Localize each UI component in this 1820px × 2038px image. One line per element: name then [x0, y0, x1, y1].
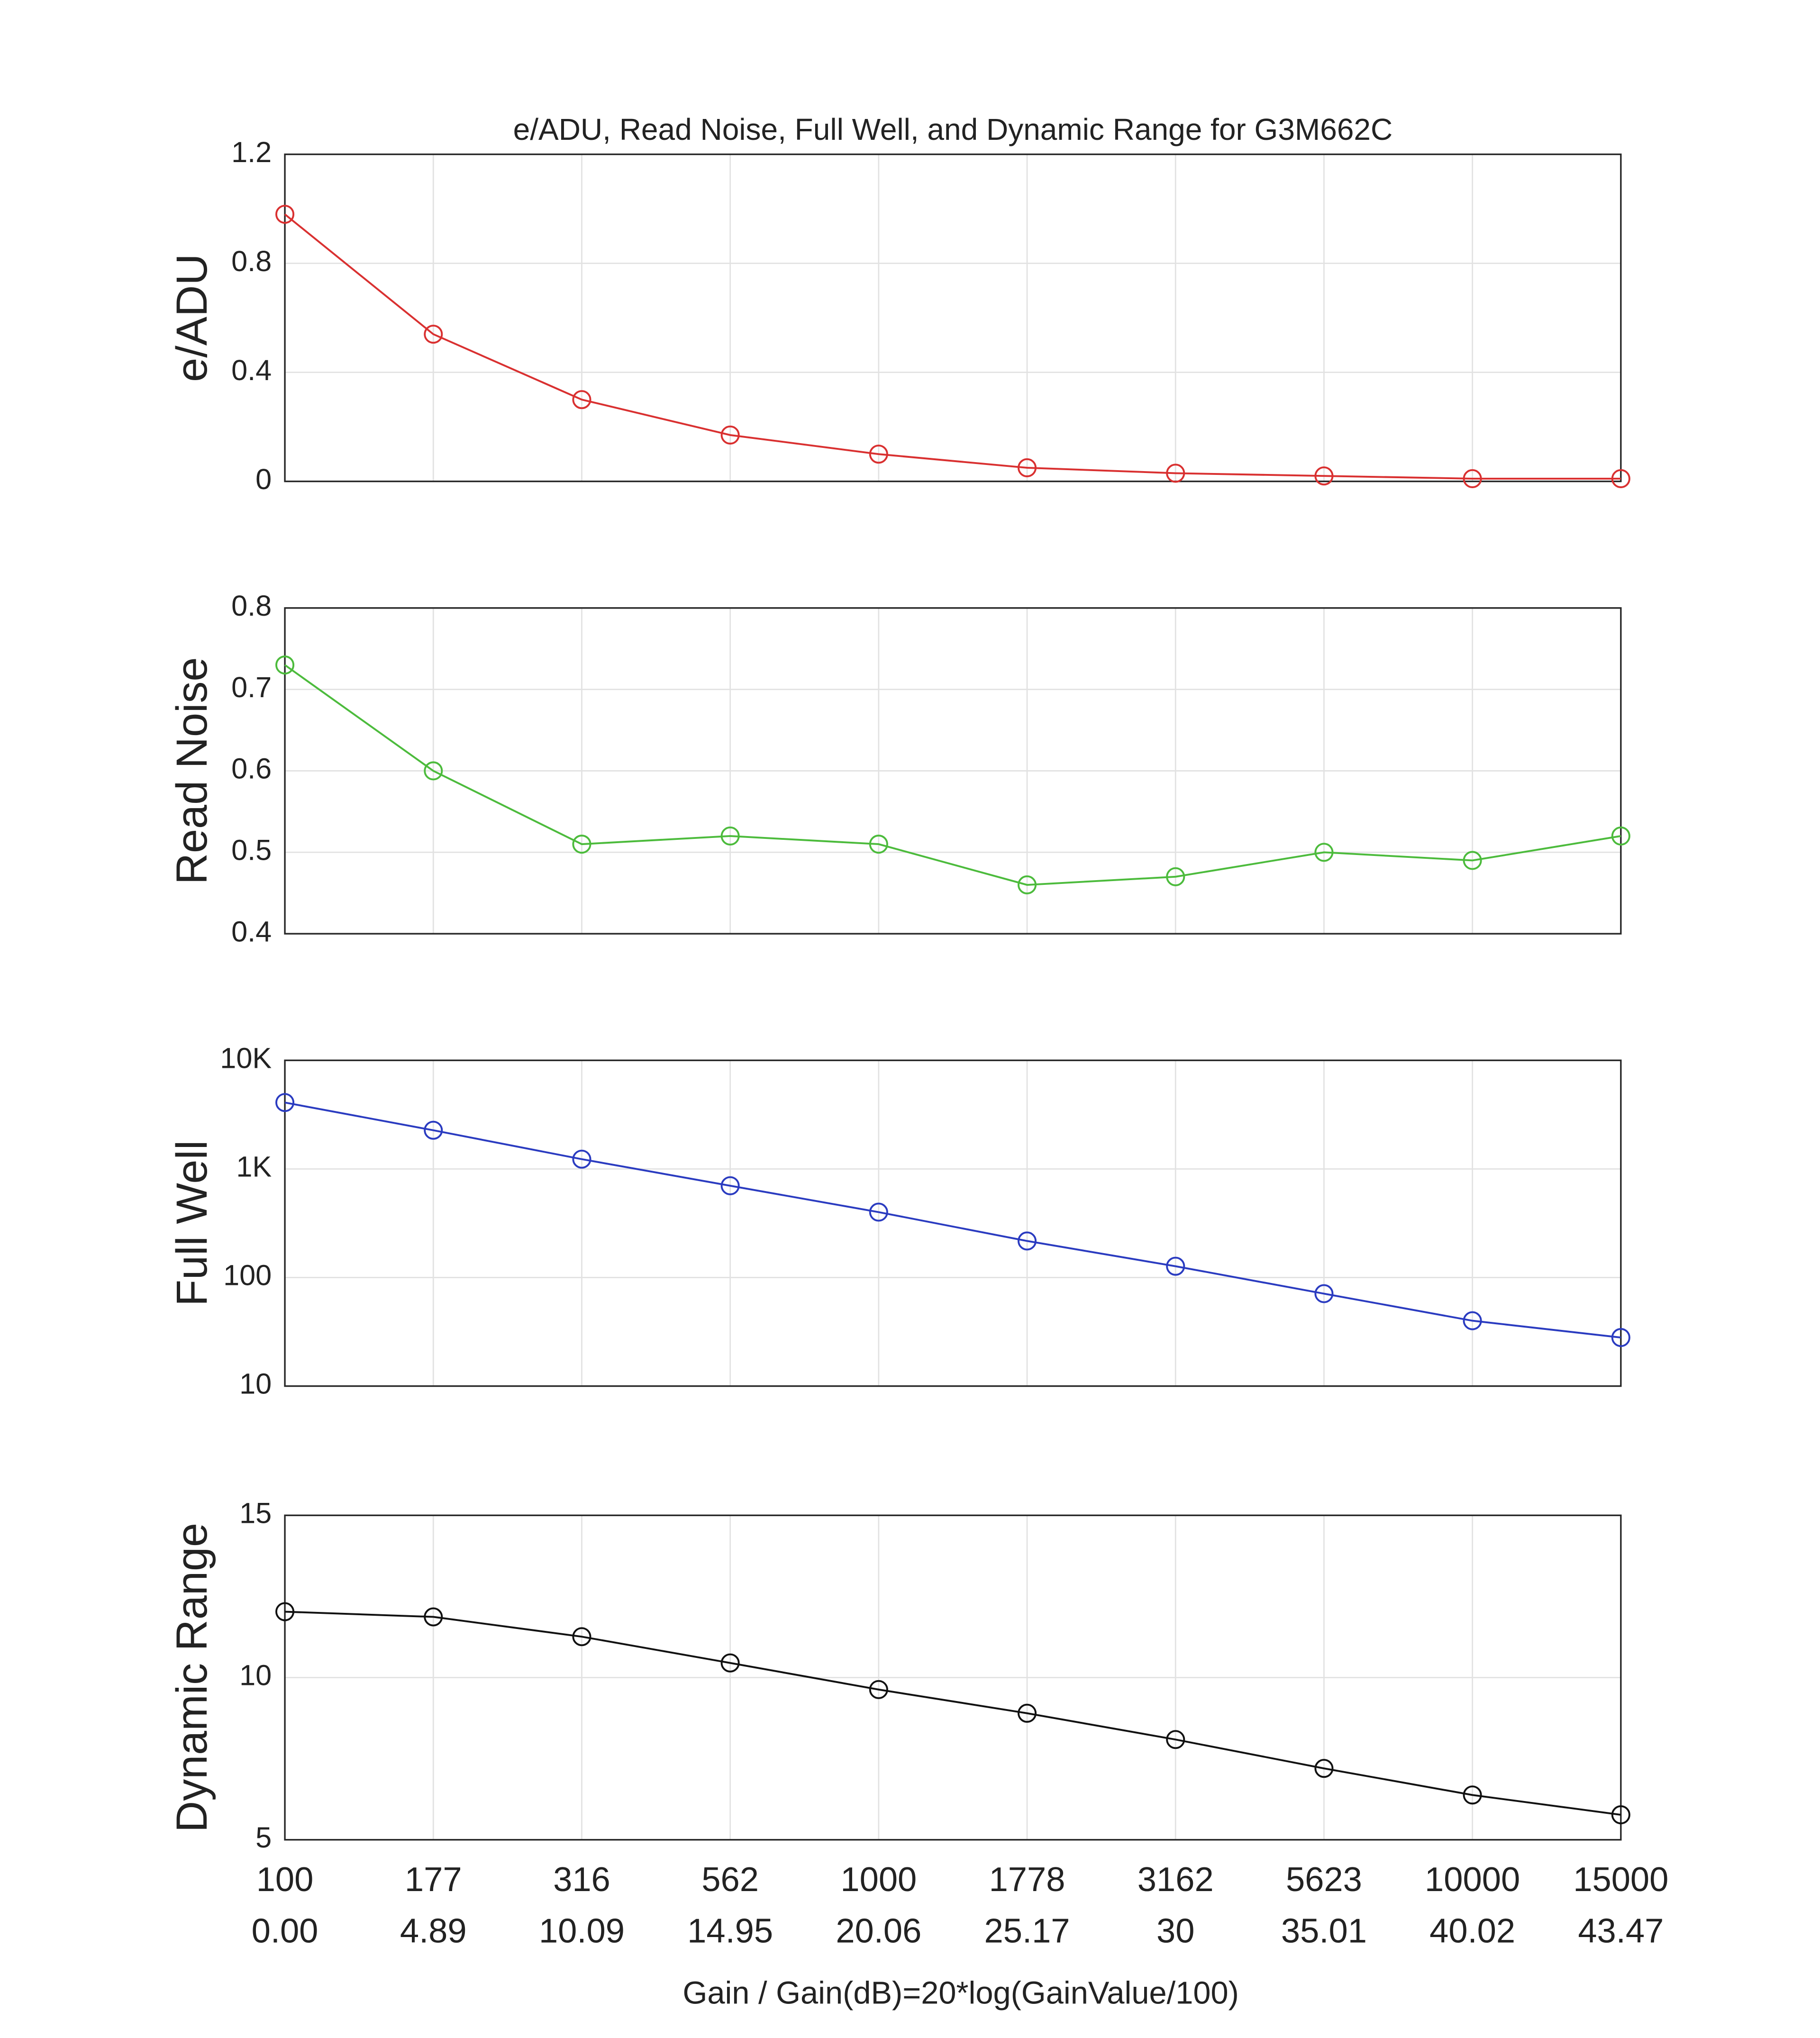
point-marker [1314, 1284, 1334, 1303]
point-marker [869, 835, 888, 854]
x-tick-label-db: 25.17 [984, 1912, 1070, 1950]
point-marker [1166, 1730, 1185, 1749]
point-marker [1017, 875, 1037, 895]
point-marker [1314, 843, 1334, 862]
y-tick-label: 0.4 [231, 915, 272, 947]
x-tick-label: 1000 [840, 1861, 917, 1899]
point-marker [1611, 469, 1630, 488]
point-marker [1017, 458, 1037, 477]
x-tick-label: 316 [553, 1861, 610, 1899]
series-line [284, 1101, 1621, 1339]
x-tick-label: 5623 [1286, 1861, 1362, 1899]
point-marker [1611, 1805, 1630, 1825]
y-tick-label: 10K [220, 1042, 272, 1074]
point-marker [1611, 1328, 1630, 1347]
y-tick-label: 0.8 [231, 245, 272, 277]
y-tick-label: 1K [236, 1151, 272, 1183]
y-tick-label: 1.2 [231, 136, 272, 168]
point-marker [1017, 1703, 1037, 1723]
point-marker [1611, 826, 1630, 846]
y-tick-label: 0.7 [231, 671, 272, 703]
point-marker [572, 1627, 592, 1647]
point-marker [275, 1602, 295, 1621]
x-tick-label-db: 30 [1156, 1912, 1194, 1950]
y-tick-label: 0 [255, 463, 272, 495]
point-marker [424, 1120, 443, 1140]
y-tick-label: 5 [255, 1821, 272, 1854]
series-line [284, 213, 1621, 480]
point-marker [572, 835, 592, 854]
x-axis-title: Gain / Gain(dB)=20*log(GainValue/100) [682, 1976, 1238, 2011]
y-axis-title: e/ADU [168, 254, 216, 382]
x-tick-label-db: 10.09 [539, 1912, 625, 1950]
point-marker [720, 826, 740, 846]
point-marker [720, 425, 740, 445]
x-tick-label-db: 35.01 [1281, 1912, 1367, 1950]
y-tick-label: 100 [223, 1259, 272, 1292]
point-marker [869, 1202, 888, 1222]
chart-title: e/ADU, Read Noise, Full Well, and Dynami… [513, 112, 1393, 146]
point-marker [720, 1653, 740, 1673]
x-tick-label: 10000 [1425, 1861, 1520, 1899]
x-tick-label: 177 [405, 1861, 462, 1899]
x-tick-label-db: 43.47 [1578, 1912, 1664, 1950]
plot-frame [284, 607, 1622, 935]
point-marker [720, 1176, 740, 1195]
point-marker [572, 390, 592, 409]
point-marker [424, 761, 443, 781]
point-marker [275, 205, 295, 224]
y-tick-label: 0.4 [231, 354, 272, 386]
y-tick-label: 10 [239, 1659, 272, 1692]
y-tick-label: 0.8 [231, 590, 272, 622]
point-marker [1314, 1759, 1334, 1778]
series-line [284, 1610, 1621, 1816]
point-marker [1463, 1785, 1482, 1805]
plot-frame [284, 153, 1622, 482]
x-tick-label-db: 0.00 [252, 1912, 318, 1950]
point-marker [1166, 867, 1185, 886]
x-tick-label-db: 40.02 [1429, 1912, 1515, 1950]
point-marker [1463, 1311, 1482, 1330]
point-marker [1314, 466, 1334, 486]
point-marker [869, 445, 888, 464]
point-marker [1017, 1231, 1037, 1251]
x-tick-label: 1778 [989, 1861, 1065, 1899]
point-marker [572, 1149, 592, 1169]
point-marker [275, 655, 295, 675]
x-tick-label-db: 4.89 [400, 1912, 467, 1950]
x-tick-label: 3162 [1138, 1861, 1214, 1899]
x-tick-label: 562 [701, 1861, 759, 1899]
y-tick-label: 0.6 [231, 753, 272, 785]
point-marker [1463, 851, 1482, 870]
series-line [284, 664, 1621, 886]
point-marker [424, 1607, 443, 1627]
point-marker [424, 325, 443, 344]
x-tick-label-db: 14.95 [687, 1912, 773, 1950]
y-tick-label: 10 [239, 1368, 272, 1400]
point-marker [275, 1093, 295, 1112]
plot-frame [284, 1514, 1622, 1841]
point-marker [1463, 469, 1482, 488]
x-tick-label: 15000 [1573, 1861, 1668, 1899]
y-tick-label: 0.5 [231, 834, 272, 866]
y-axis-title: Full Well [168, 1140, 216, 1306]
x-tick-label: 100 [256, 1861, 314, 1899]
y-axis-title: Dynamic Range [168, 1523, 216, 1832]
y-tick-label: 15 [239, 1497, 272, 1529]
point-marker [869, 1680, 888, 1699]
point-marker [1166, 1256, 1185, 1276]
x-tick-label-db: 20.06 [836, 1912, 921, 1950]
plot-frame [284, 1059, 1622, 1387]
y-axis-title: Read Noise [168, 657, 216, 885]
point-marker [1166, 464, 1185, 483]
